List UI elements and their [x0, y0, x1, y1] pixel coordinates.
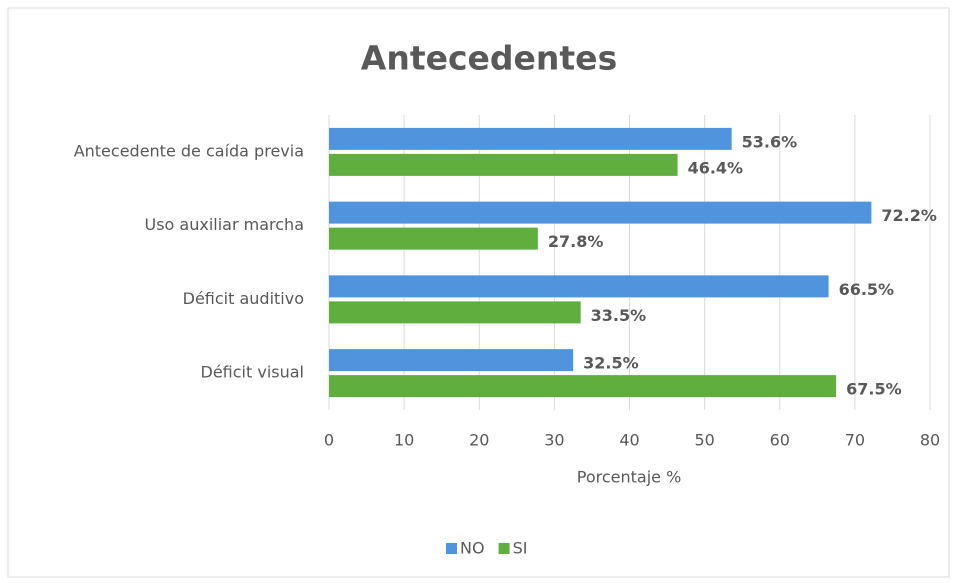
x-tick-label: 80: [920, 431, 940, 450]
x-tick-label: 10: [394, 431, 414, 450]
x-tick-label: 60: [770, 431, 790, 450]
data-label: 32.5%: [583, 354, 639, 373]
data-label: 53.6%: [742, 132, 798, 151]
bar: [329, 201, 872, 224]
chart-title: Antecedentes: [361, 39, 617, 78]
data-label: 27.8%: [548, 232, 604, 251]
bar: [329, 127, 732, 150]
legend-label: NO: [460, 539, 485, 558]
y-tick-label: Déficit auditivo: [183, 289, 304, 308]
bar: [329, 349, 574, 372]
y-tick-label: Antecedente de caída previa: [74, 141, 304, 160]
y-tick-label: Déficit visual: [201, 363, 304, 382]
x-tick-label: 30: [544, 431, 564, 450]
bar: [329, 275, 829, 298]
bar: [329, 227, 538, 250]
x-tick-label: 50: [694, 431, 714, 450]
legend-label: SI: [513, 539, 528, 558]
data-label: 46.4%: [688, 158, 744, 177]
bar: [329, 153, 678, 176]
bar: [329, 375, 837, 398]
x-tick-label: 0: [324, 431, 334, 450]
x-tick-label: 20: [469, 431, 489, 450]
data-label: 72.2%: [881, 206, 937, 225]
data-label: 33.5%: [591, 306, 647, 325]
y-tick-label: Uso auxiliar marcha: [145, 215, 305, 234]
legend-swatch: [446, 543, 457, 554]
x-tick-label: 70: [845, 431, 865, 450]
data-label: 66.5%: [839, 280, 895, 299]
x-tick-label: 40: [619, 431, 639, 450]
bar: [329, 301, 581, 324]
legend-swatch: [498, 543, 510, 554]
x-axis-label: Porcentaje %: [577, 468, 682, 487]
data-label: 67.5%: [846, 380, 902, 399]
